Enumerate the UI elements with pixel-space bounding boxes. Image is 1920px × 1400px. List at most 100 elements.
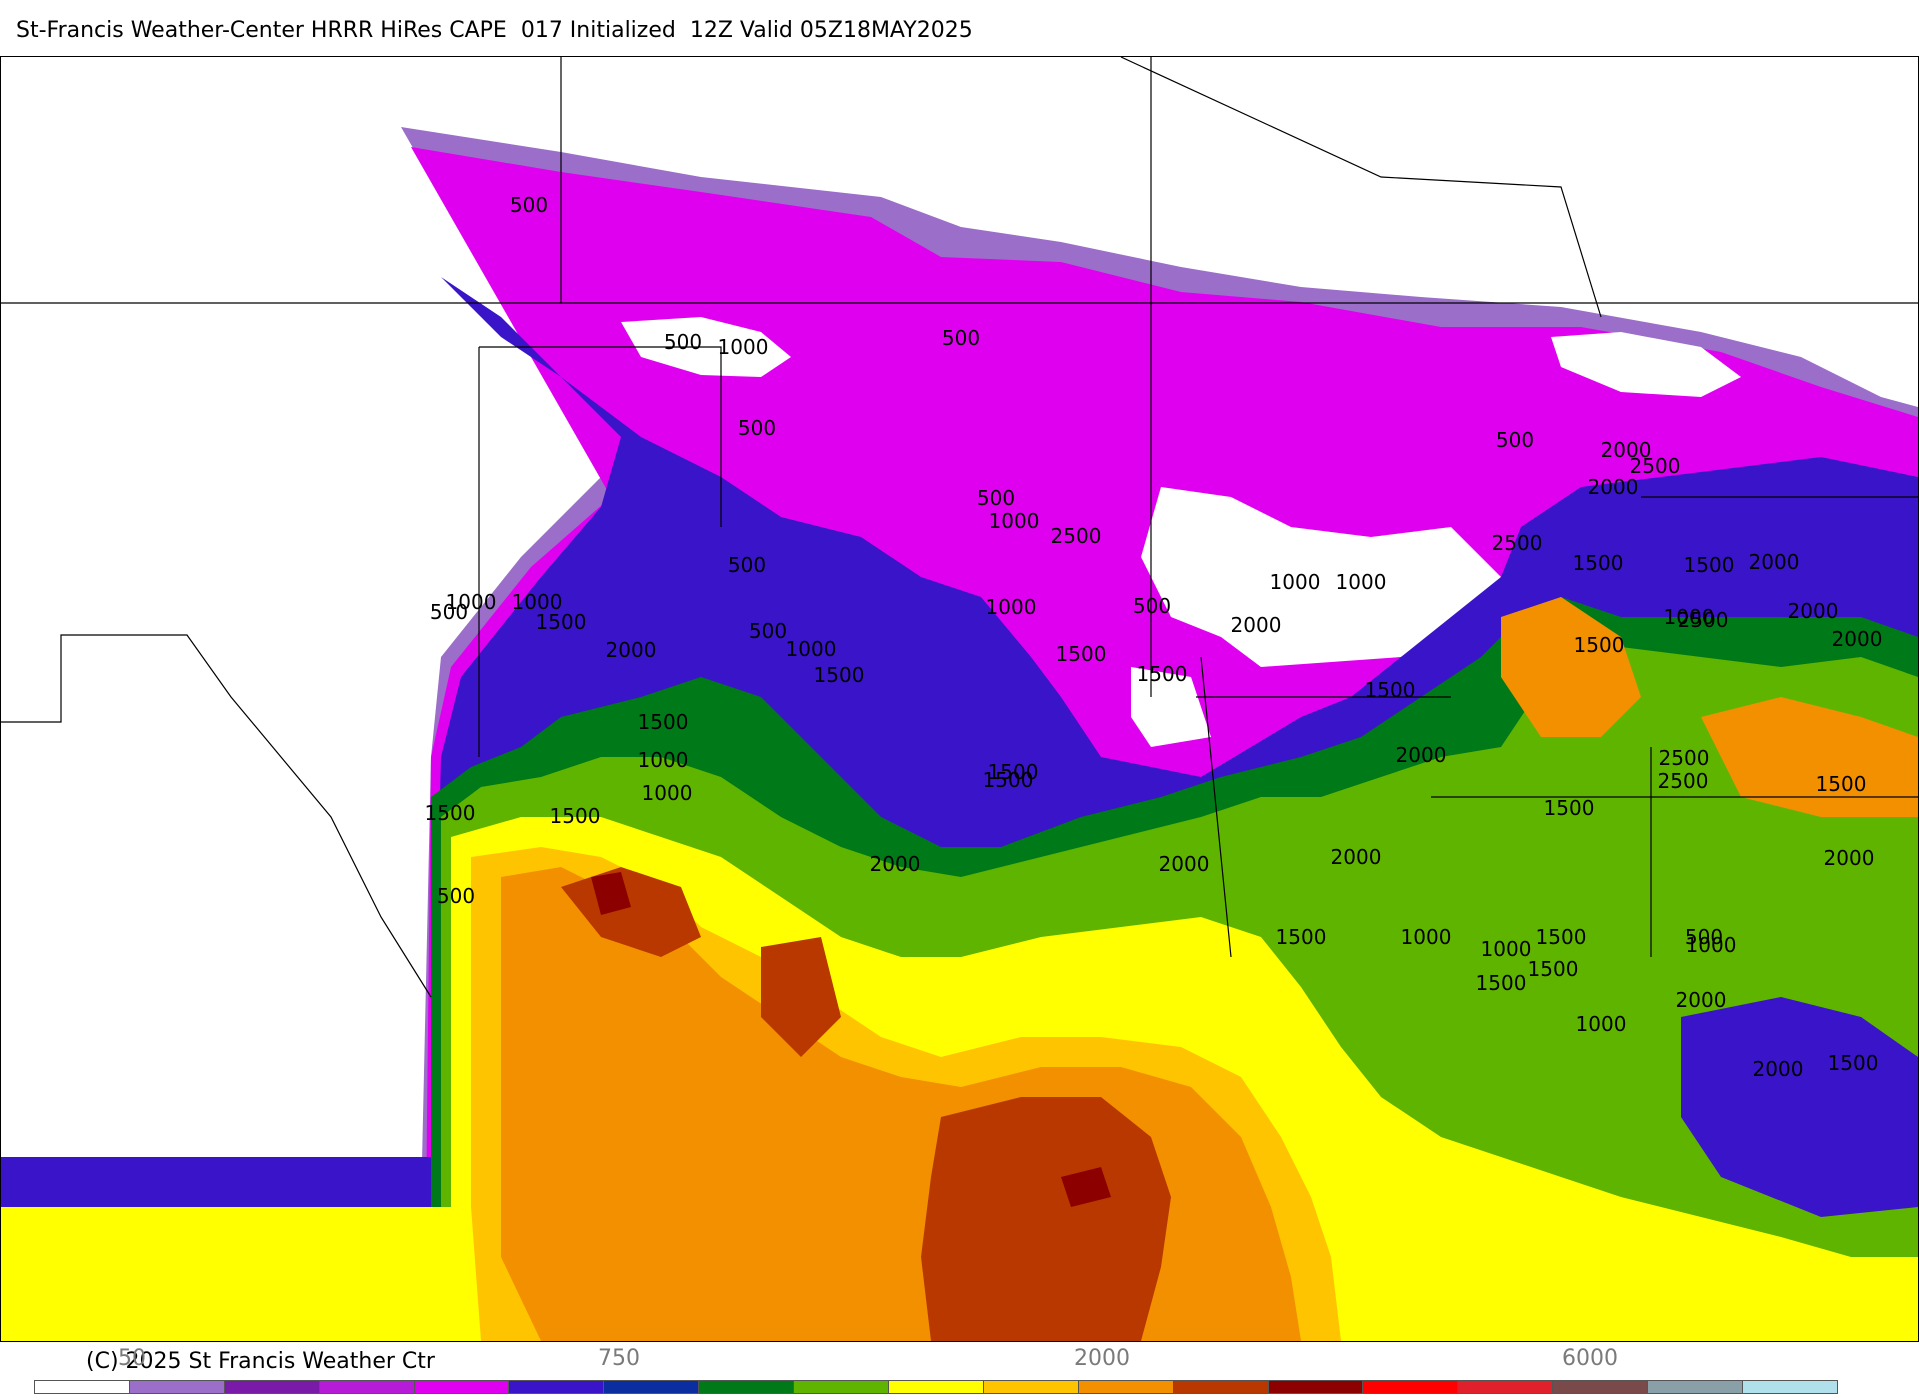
contour-label: 500	[430, 600, 468, 624]
contour-label: 1500	[536, 610, 587, 634]
colorbar-swatch	[794, 1381, 890, 1393]
colorbar-swatch	[1363, 1381, 1459, 1393]
contour-label: 500	[728, 553, 766, 577]
contour-label: 500	[664, 330, 702, 354]
contour-label: 1500	[1828, 1051, 1879, 1075]
colorbar-tick-750: 750	[598, 1346, 640, 1371]
cape-hole-1	[1141, 487, 1501, 667]
contour-label: 500	[749, 619, 787, 643]
contour-label: 500	[942, 326, 980, 350]
cape-colorbar	[34, 1380, 1838, 1394]
contour-label: 2000	[870, 852, 921, 876]
cape-fill-east-orange-2	[1701, 697, 1918, 817]
contour-label: 500	[437, 884, 475, 908]
contour-label: 500	[510, 193, 548, 217]
contour-label: 2500	[1659, 746, 1710, 770]
contour-label: 1000	[989, 509, 1040, 533]
colorbar-swatch	[1173, 1381, 1269, 1393]
contour-label: 2500	[1678, 608, 1729, 632]
contour-label: 500	[738, 416, 776, 440]
contour-label: 2000	[606, 638, 657, 662]
cape-fill-east-orange	[1501, 597, 1641, 737]
contour-label: 2000	[1832, 627, 1883, 651]
contour-label: 1000	[446, 590, 497, 614]
colorbar-swatch	[604, 1381, 700, 1393]
contour-label: 1500	[988, 760, 1039, 784]
contour-label: 2000	[1159, 852, 1210, 876]
contour-label: 1000	[986, 595, 1037, 619]
colorbar-tick-6000: 6000	[1562, 1346, 1618, 1371]
colorbar-tick-2000: 2000	[1074, 1346, 1130, 1371]
contour-label: 1500	[425, 801, 476, 825]
contour-label: 1000	[786, 637, 837, 661]
contour-label: 2500	[1492, 531, 1543, 555]
cape-map-canvas	[1, 57, 1918, 1341]
cape-map[interactable]: 500 500 1000 500 500 500 1000 500 500 1000 500 1000…	[0, 56, 1919, 1342]
colorbar-swatch	[889, 1381, 984, 1393]
contour-label: 1500	[1365, 678, 1416, 702]
contour-label: 1500	[1573, 551, 1624, 575]
contour-label: 1500	[1544, 796, 1595, 820]
contour-label: 1500	[1528, 957, 1579, 981]
colorbar-swatch	[1268, 1381, 1364, 1393]
colorbar-swatch	[414, 1381, 510, 1393]
colorbar-swatch	[1458, 1381, 1554, 1393]
contour-label: 1000	[638, 748, 689, 772]
contour-label: 2000	[1396, 743, 1447, 767]
contour-label: 1500	[1574, 633, 1625, 657]
colorbar-swatch	[224, 1381, 320, 1393]
contour-label: 1500	[1276, 925, 1327, 949]
colorbar-swatch	[1553, 1381, 1649, 1393]
contour-label: 1000	[1576, 1012, 1627, 1036]
contour-label: 2000	[1749, 550, 1800, 574]
contour-label: 500	[1496, 428, 1534, 452]
colorbar-swatch	[1743, 1381, 1837, 1393]
copyright-text: (C) 2025 St Francis Weather Ctr	[86, 1349, 435, 1374]
colorbar-swatch	[1078, 1381, 1174, 1393]
cape-hole-4	[1551, 332, 1741, 397]
contour-label: 2500	[1630, 454, 1681, 478]
contour-label: 1500	[1056, 642, 1107, 666]
colorbar-swatch	[1648, 1381, 1744, 1393]
contour-label: 2000	[1231, 613, 1282, 637]
cape-fill-darkred	[591, 872, 631, 915]
map-title: St-Francis Weather-Center HRRR HiRes CAP…	[16, 18, 973, 43]
contour-label: 1000	[1401, 925, 1452, 949]
contour-label: 2000	[1676, 988, 1727, 1012]
contour-label: 500	[1685, 925, 1723, 949]
contour-label: 2500	[1658, 769, 1709, 793]
contour-label: 2000	[1788, 599, 1839, 623]
contour-label: 1500	[1476, 971, 1527, 995]
contour-label: 1500	[1137, 662, 1188, 686]
colorbar-swatch	[129, 1381, 225, 1393]
contour-label: 1500	[1684, 553, 1735, 577]
contour-label: 2000	[1588, 475, 1639, 499]
contour-label: 2000	[1331, 845, 1382, 869]
contour-label: 500	[977, 486, 1015, 510]
cape-fill-darkred-2	[1061, 1167, 1111, 1207]
contour-label: 1500	[1816, 772, 1867, 796]
contour-label: 1500	[814, 663, 865, 687]
contour-label: 2500	[1051, 524, 1102, 548]
contour-label: 1000	[512, 590, 563, 614]
cape-fill-brown	[921, 1097, 1171, 1341]
contour-label: 1000	[718, 335, 769, 359]
contour-label: 1500	[550, 804, 601, 828]
contour-label: 1000	[1664, 605, 1715, 629]
colorbar-tick-50: 50	[118, 1346, 146, 1371]
contour-label: 2000	[1824, 846, 1875, 870]
colorbar-swatch	[509, 1381, 605, 1393]
contour-label: 500	[1133, 594, 1171, 618]
contour-label: 1500	[1536, 925, 1587, 949]
contour-label: 2000	[1753, 1057, 1804, 1081]
colorbar-swatch	[699, 1381, 795, 1393]
cape-fill-brown-3	[761, 937, 841, 1057]
contour-label: 1500	[638, 710, 689, 734]
contour-label: 1000	[1481, 937, 1532, 961]
contour-label: 1000	[1336, 570, 1387, 594]
colorbar-swatch	[35, 1381, 130, 1393]
colorbar-swatch	[319, 1381, 415, 1393]
contour-label: 1000	[1270, 570, 1321, 594]
contour-label: 2000	[1601, 438, 1652, 462]
colorbar-swatch	[983, 1381, 1079, 1393]
